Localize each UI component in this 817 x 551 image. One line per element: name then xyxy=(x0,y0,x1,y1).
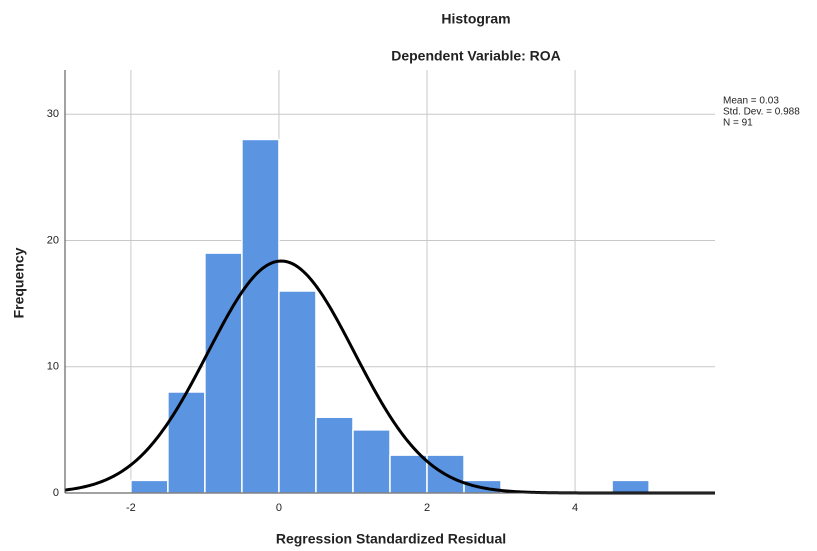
y-tick-label: 0 xyxy=(53,487,59,499)
stat-label: N = 91 xyxy=(723,118,753,129)
bar xyxy=(241,138,280,494)
stat-label: Std. Dev. = 0.988 xyxy=(723,107,800,118)
bar xyxy=(278,290,317,494)
y-tick-label: 10 xyxy=(47,361,59,373)
stat-label: Mean = 0.03 xyxy=(723,96,779,107)
y-axis-title: Frequency xyxy=(11,247,27,318)
bar xyxy=(389,454,428,494)
y-tick-label: 30 xyxy=(47,108,59,120)
y-tick-label: 20 xyxy=(47,234,59,246)
bar xyxy=(611,479,650,494)
x-tick-label: 2 xyxy=(424,502,430,514)
x-tick-label: 4 xyxy=(572,502,578,514)
bar xyxy=(130,479,169,494)
bar xyxy=(167,391,206,494)
x-tick-label: 0 xyxy=(276,502,282,514)
chart-subtitle: Dependent Variable: ROA xyxy=(391,48,561,64)
bar xyxy=(315,416,354,494)
x-axis-title: Regression Standardized Residual xyxy=(276,531,506,547)
bar xyxy=(204,252,243,494)
bar xyxy=(352,429,391,494)
x-tick-label: -2 xyxy=(126,502,136,514)
chart-title: Histogram xyxy=(441,11,510,27)
